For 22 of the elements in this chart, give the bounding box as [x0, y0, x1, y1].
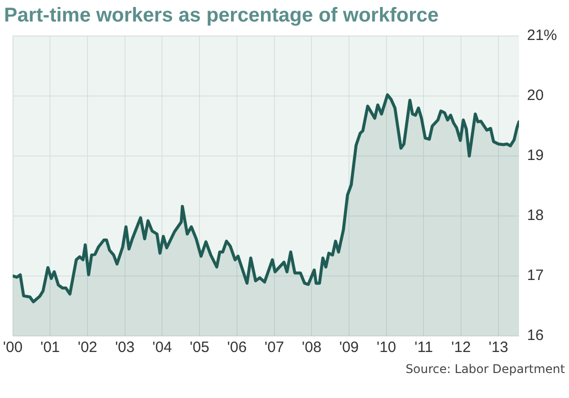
y-tick-label: 19: [526, 147, 544, 164]
x-tick-label: '00: [2, 339, 23, 356]
y-tick-label: 21%: [526, 27, 558, 44]
x-tick-label: '13: [488, 339, 508, 356]
x-tick-label: '07: [264, 339, 284, 356]
y-tick-label: 20: [526, 87, 544, 104]
x-tick-label: '03: [115, 339, 135, 356]
chart-title: Part-time workers as percentage of workforce: [4, 4, 439, 27]
source-note: Source: Labor Department: [406, 362, 565, 376]
x-tick-label: '11: [414, 339, 433, 356]
x-tick-label: '01: [40, 339, 60, 356]
x-tick-label: '02: [78, 339, 98, 356]
x-tick-label: '05: [190, 339, 210, 356]
x-tick-label: '04: [152, 339, 172, 356]
y-tick-label: 17: [526, 267, 544, 284]
y-tick-label: 16: [526, 327, 544, 344]
x-tick-label: '10: [376, 339, 396, 356]
x-tick-label: '08: [302, 339, 322, 356]
x-tick-label: '06: [227, 339, 247, 356]
y-tick-label: 18: [526, 207, 544, 224]
x-tick-label: '12: [451, 339, 471, 356]
x-tick-label: '09: [339, 339, 359, 356]
